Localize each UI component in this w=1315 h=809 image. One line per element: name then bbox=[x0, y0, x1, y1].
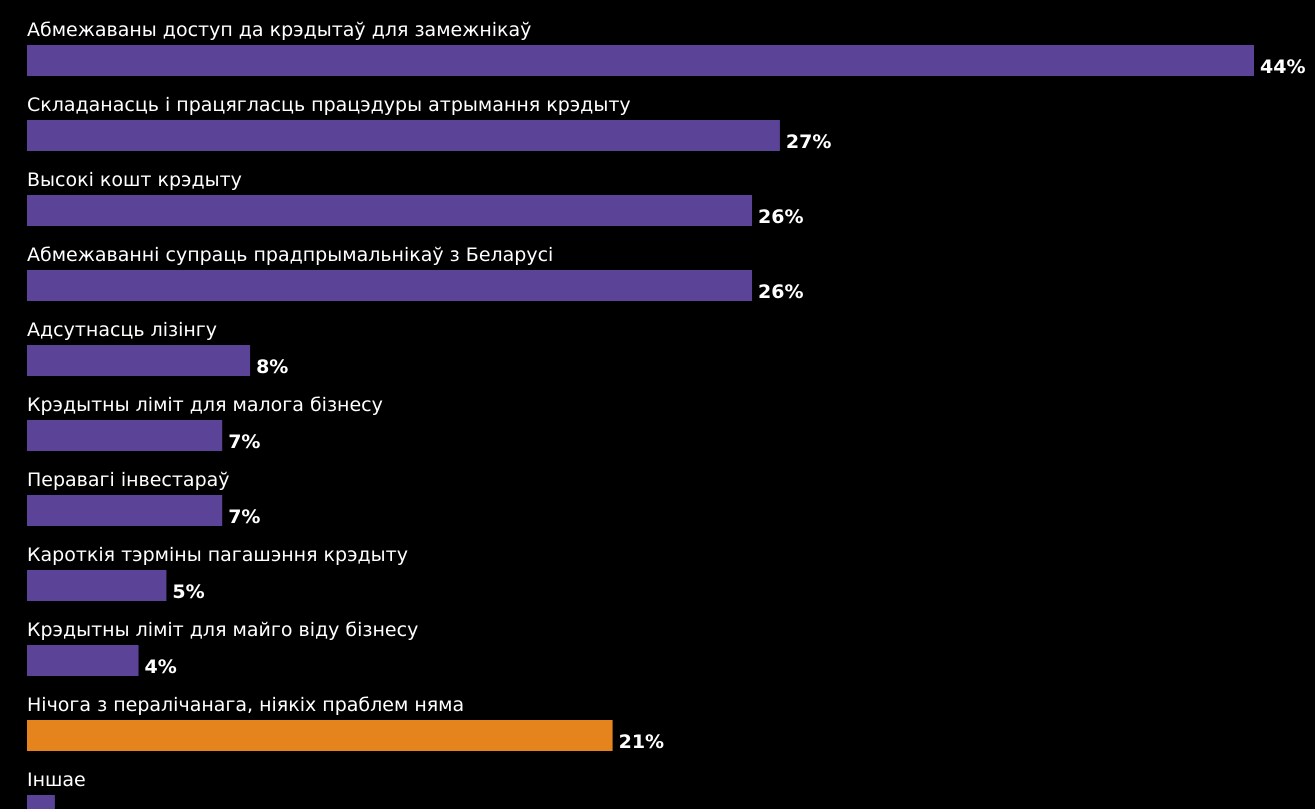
category-label: Адсутнасць лізінгу bbox=[27, 319, 217, 341]
value-label: 8% bbox=[256, 356, 288, 378]
category-label: Кароткія тэрміны пагашэння крэдыту bbox=[27, 544, 408, 566]
category-label: Нічога з пералічанага, ніякіх праблем ня… bbox=[27, 694, 464, 716]
value-label: 44% bbox=[1260, 56, 1305, 78]
bar bbox=[27, 345, 251, 376]
bar bbox=[27, 645, 139, 676]
bar bbox=[27, 420, 223, 451]
value-label: 21% bbox=[619, 731, 664, 753]
category-label: Крэдытны ліміт для майго віду бізнесу bbox=[27, 619, 418, 641]
category-label: Абмежаваны доступ да крэдытаў для замежн… bbox=[27, 19, 531, 41]
category-label: Высокі кошт крэдыту bbox=[27, 169, 242, 191]
value-label: 4% bbox=[145, 656, 177, 678]
bar bbox=[27, 270, 753, 301]
bar bbox=[27, 495, 223, 526]
bar bbox=[27, 120, 780, 151]
value-label: 7% bbox=[228, 506, 260, 528]
value-label: 26% bbox=[758, 281, 803, 303]
category-label: Крэдытны ліміт для малога бізнесу bbox=[27, 394, 383, 416]
bar bbox=[27, 45, 1254, 76]
value-label: 1% bbox=[61, 806, 93, 809]
bar bbox=[27, 195, 753, 226]
value-label: 26% bbox=[758, 206, 803, 228]
category-label: Складанасць і працягласць працэдуры атры… bbox=[27, 94, 631, 116]
category-label: Перавагі інвестараў bbox=[27, 469, 230, 491]
category-label: Іншае bbox=[27, 769, 86, 791]
value-label: 27% bbox=[786, 131, 831, 153]
bar bbox=[27, 720, 613, 751]
category-label: Абмежаванні супраць прадпрымальнікаў з Б… bbox=[27, 244, 553, 266]
bar bbox=[27, 570, 167, 601]
bar bbox=[27, 795, 55, 809]
value-label: 7% bbox=[228, 431, 260, 453]
value-label: 5% bbox=[172, 581, 204, 603]
